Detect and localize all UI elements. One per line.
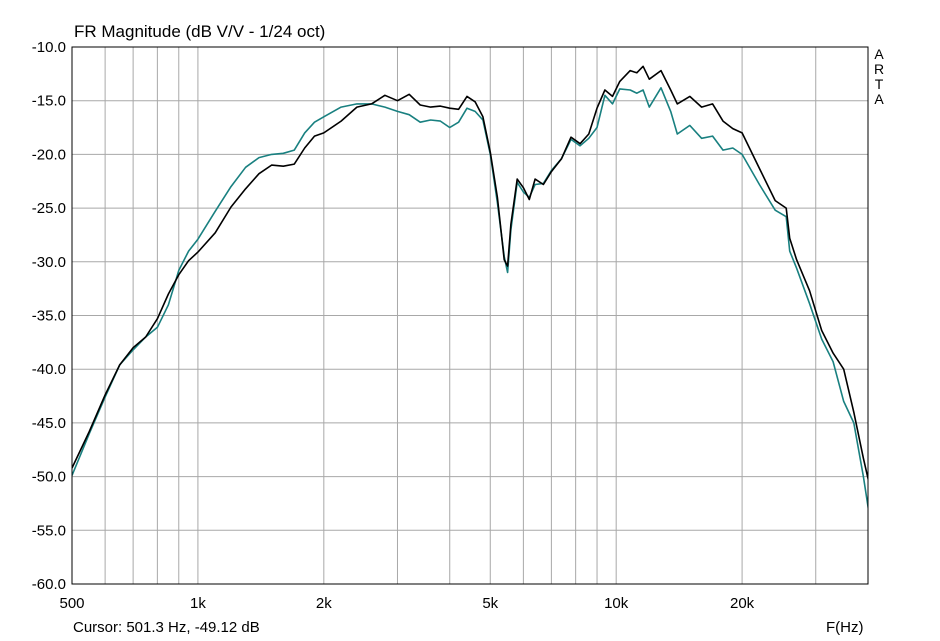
y-tick-label: -20.0 [32,146,66,163]
y-tick-label: -35.0 [32,308,66,325]
y-tick-label: -40.0 [32,361,66,378]
y-tick-label: -60.0 [32,576,66,593]
brand-letter: A [874,91,884,107]
series-line-1[interactable] [72,65,885,555]
brand-letter: T [874,76,884,92]
y-tick-label: -30.0 [32,254,66,271]
series-lines[interactable] [72,65,885,584]
cursor-readout: Cursor: 501.3 Hz, -49.12 dB [73,619,260,636]
y-tick-label: -10.0 [32,39,66,56]
y-tick-label: -55.0 [32,522,66,539]
axis-tick-labels: -10.0 -15.0 -20.0 -25.0 -30.0 -35.0 -40.0 -45.0… [32,39,755,612]
brand-letter: A [874,46,884,62]
y-tick-label: -25.0 [32,200,66,217]
brand-letter: R [873,61,885,77]
x-tick-label: 20k [730,595,755,612]
x-tick-label: 1k [190,595,206,612]
x-tick-label: 500 [59,595,84,612]
chart-title: FR Magnitude (dB V/V - 1/24 oct) [74,22,326,41]
x-tick-label: 2k [316,595,332,612]
x-tick-label: 5k [482,595,498,612]
plot-frame [71,46,869,585]
y-tick-label: -50.0 [32,469,66,486]
y-tick-label: -45.0 [32,415,66,432]
x-tick-label: 10k [604,595,629,612]
x-axis-unit-label: F(Hz) [826,619,864,636]
arta-brand-logo: A R T A [872,47,886,107]
y-tick-label: -15.0 [32,93,66,110]
